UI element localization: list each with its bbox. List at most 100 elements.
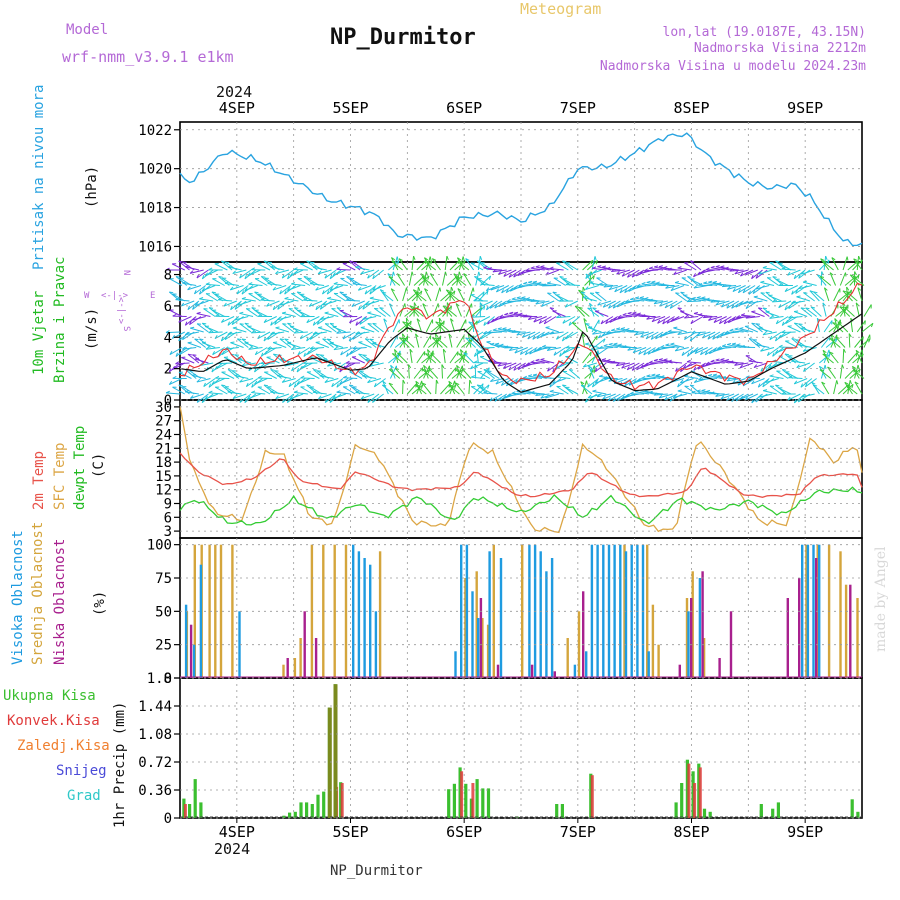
wind-arrow — [449, 318, 456, 333]
wind-arrow — [247, 326, 261, 333]
wind-arrow-head — [844, 306, 849, 309]
wind-arrow-head — [606, 266, 611, 270]
wind-arrow-head — [513, 311, 519, 314]
wind-arrow-head — [227, 369, 233, 371]
wind-arrow — [185, 266, 200, 271]
wind-arrow — [778, 262, 792, 271]
wind-arrow-head — [778, 283, 783, 286]
wind-arrow-head — [546, 281, 552, 284]
wind-arrow-head — [275, 326, 280, 329]
wind-arrow — [547, 282, 561, 286]
wind-arrow-head — [425, 271, 428, 276]
wind-arrow-head — [857, 287, 862, 291]
wind-arrow-head — [204, 395, 208, 400]
wind-arrow — [715, 393, 730, 397]
wind-arrow — [776, 370, 789, 379]
time-tick-label-top: 5SEP — [332, 99, 368, 117]
wind-arrow — [171, 263, 185, 271]
wind-arrow-head — [854, 271, 857, 276]
wind-arrow-head — [564, 303, 568, 308]
wind-arrow — [715, 359, 730, 364]
wind-arrow — [348, 260, 361, 271]
wind-arrow-head — [349, 319, 353, 324]
wind-arrow — [423, 335, 432, 348]
wind-arrow — [364, 285, 377, 295]
wind-arrow-head — [455, 368, 460, 371]
watermark: made by Angel — [873, 546, 889, 652]
wind-arrow-head — [448, 333, 452, 338]
wind-arrow — [230, 285, 244, 291]
wind-arrow-head — [860, 259, 863, 264]
wind-arrow-head — [643, 351, 647, 356]
wind-arrow — [858, 338, 871, 348]
wind-arrow-head — [791, 290, 794, 295]
wind-arrow — [683, 294, 697, 302]
wind-arrow-head — [616, 270, 620, 275]
wind-arrow — [421, 382, 432, 395]
wind-arrow — [477, 278, 491, 286]
wind-arrow-head — [465, 258, 470, 261]
wind-arrow-head — [809, 290, 814, 293]
wind-arrow-head — [300, 375, 305, 379]
wind-arrow — [762, 307, 775, 317]
wind-arrow-head — [858, 368, 861, 374]
wind-arrow-head — [257, 314, 262, 317]
wind-arrow-head — [211, 368, 214, 373]
wind-arrow — [205, 293, 219, 302]
wind-arrow — [787, 393, 801, 401]
wind-arrow-head — [822, 353, 827, 356]
wind-arrow-head — [270, 321, 273, 326]
wind-arrow-head — [232, 395, 237, 399]
wind-arrow — [535, 393, 550, 397]
wind-arrow — [441, 364, 443, 379]
wind-arrow — [587, 365, 595, 379]
wind-arrow-head — [487, 267, 492, 270]
wind-tick-label: 0 — [164, 393, 172, 409]
wind-arrow — [703, 282, 718, 286]
wind-arrow-head — [345, 360, 350, 364]
wind-arrow — [203, 378, 216, 387]
wind-arrow-head — [369, 338, 374, 341]
wind-arrow — [303, 299, 318, 302]
wind-arrow-head — [329, 398, 333, 403]
wind-arrow-head — [762, 331, 767, 336]
wind-arrow-head — [194, 338, 199, 341]
wind-arrow-head — [241, 296, 246, 300]
wind-arrow — [562, 278, 576, 286]
wind-arrow-head — [483, 305, 486, 310]
wind-arrow-head — [580, 381, 585, 385]
wind-arrow-head — [581, 384, 586, 387]
wind-arrow-head — [781, 266, 786, 270]
wind-arrow-head — [480, 282, 485, 285]
wind-arrow — [234, 375, 249, 379]
wind-arrow-head — [388, 382, 393, 386]
wind-arrow-head — [598, 374, 604, 377]
wind-arrow — [684, 316, 699, 319]
wind-arrow — [583, 297, 597, 302]
wind-arrow — [722, 345, 737, 348]
wind-arrow — [856, 320, 866, 333]
wind-arrow — [458, 353, 470, 364]
wind-arrow — [284, 298, 299, 302]
wind-arrow-head — [303, 360, 308, 364]
wind-arrow-head — [221, 260, 226, 263]
wind-arrow-head — [495, 288, 500, 293]
wind-arrow — [358, 341, 372, 348]
wind-arrow-head — [297, 291, 302, 294]
wind-arrow-head — [358, 353, 363, 356]
wind-arrow-head — [597, 334, 602, 339]
cloud-mid-bar — [299, 638, 302, 678]
wind-arrow — [553, 347, 566, 356]
wind-arrow — [739, 362, 754, 369]
wind-arrow — [857, 287, 863, 302]
wind-arrow — [342, 331, 356, 340]
wind-arrow-head — [627, 273, 630, 278]
wind-arrow-head — [827, 366, 832, 370]
wind-arrow — [842, 290, 853, 302]
wind-arrow — [169, 347, 183, 356]
wind-arrow-head — [603, 376, 608, 379]
wind-arrow — [842, 383, 854, 395]
wind-arrow-head — [690, 384, 695, 387]
wind-arrow — [574, 305, 585, 317]
cloud-high-bar — [352, 544, 355, 678]
